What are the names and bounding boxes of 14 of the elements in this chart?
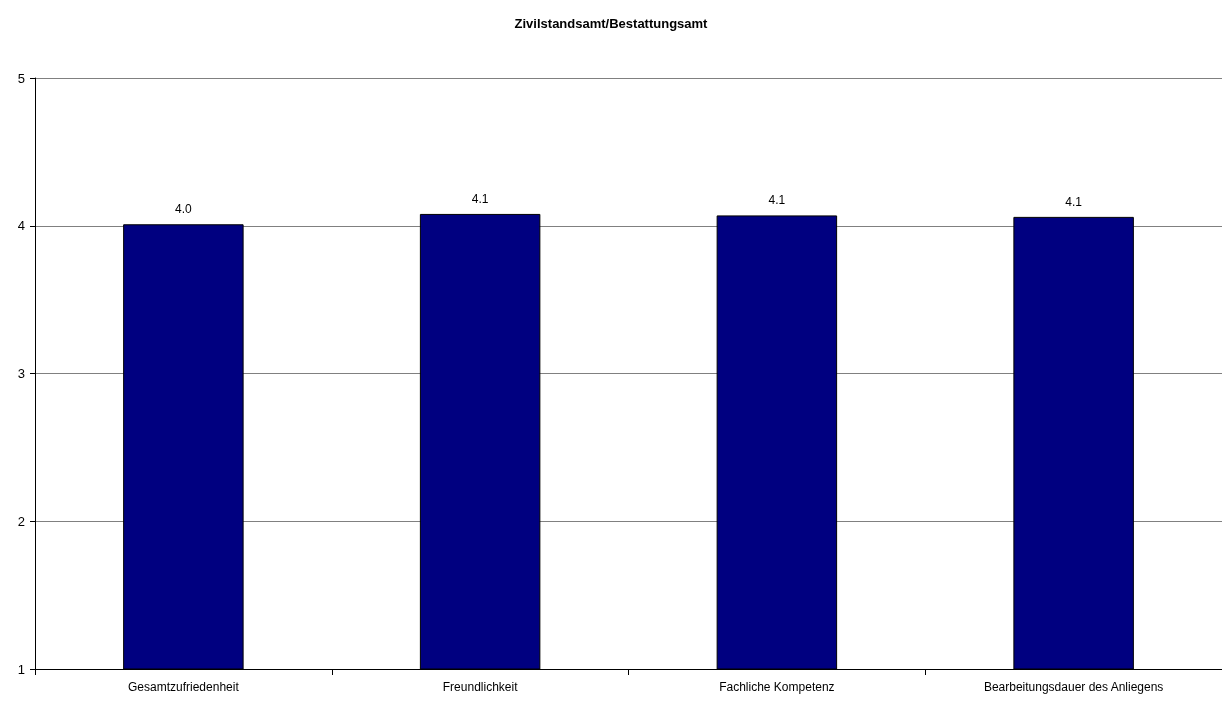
x-tick-label: Gesamtzufriedenheit: [128, 680, 240, 694]
data-label: 4.1: [1065, 194, 1083, 209]
data-label: 4.1: [768, 193, 786, 208]
data-label: 4.1: [471, 191, 489, 206]
y-tick-label: 4: [17, 218, 25, 234]
y-tick-label: 5: [17, 70, 25, 86]
x-tick-label: Fachliche Kompetenz: [719, 680, 835, 694]
chart-title: Zivilstandsamt/Bestattungsamt: [514, 16, 709, 31]
data-label: 4.0: [175, 202, 193, 217]
y-tick-label: 3: [17, 366, 25, 381]
y-tick-label: 2: [17, 513, 25, 529]
x-tick-label: Bearbeitungsdauer des Anliegens: [983, 680, 1164, 694]
y-tick-label: 1: [17, 661, 25, 677]
x-tick-label: Freundlichkeit: [442, 680, 519, 694]
